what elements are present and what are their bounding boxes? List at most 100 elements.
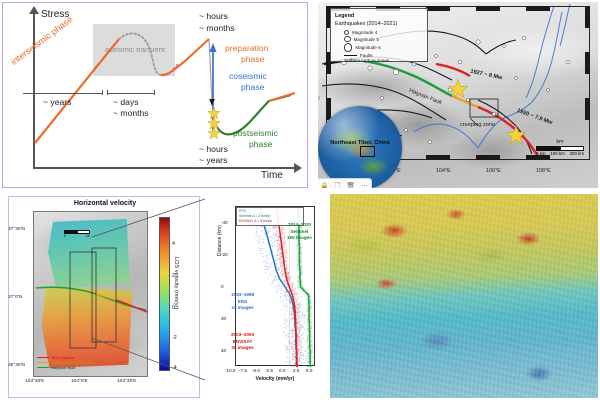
more-icon[interactable]: ⋯ [361,182,369,189]
map-scale-bar: km 0 km 100 km 200 km [536,138,584,156]
magnitude-4-icon [344,29,349,35]
profile-x-label: Velocity (mm/yr) [255,376,295,382]
legend-subtitle: Earthquakes (2014–2021) [335,21,398,28]
c-scale-20: 20 [85,234,90,238]
legend-row-1920: 1920 rupture [37,355,95,360]
magnitude-6-icon [344,43,353,52]
y-tick-20: 20 [221,316,227,321]
y-tick-m20: -20 [221,252,228,257]
c-lon-10330: 103°30'E [25,379,45,384]
fault-line-icon [344,54,357,56]
panel-regional-map: Legend Earthquakes (2014–2021) Magnitude… [318,2,598,188]
legend-creeping-label: Aseismic creeping zone [51,360,96,365]
annotation-ers: 1993–1998 ERS 16 images [231,292,254,312]
insar-velocity-raster [330,194,598,398]
ann-sentinel-years: 2014–2020 [287,222,311,227]
legend-mag6-label: Magnitude 6 [355,45,381,51]
cbar-tick-4: 4 [172,241,175,247]
x-tick-25: 2.5 [293,368,300,373]
ann-ers-images: 16 images [231,305,254,311]
x-tick-m25: -2.5 [265,368,273,373]
top-scale-months: ~ months [199,23,235,33]
legend-line-ers: ERS [239,209,246,213]
annotation-envisat: 2003–2009 ENVISAT 30 images [231,332,254,352]
legend-mag4-label: Magnitude 4 [352,29,378,35]
x-tick-0: 0.0 [279,368,286,373]
postseismic-phase-label-1: postseismic [233,128,278,138]
profile-plot-area [235,206,315,367]
scale-tick-200: 200 km [569,151,584,156]
aseismic-transient-box [93,24,175,76]
rupture-1920-icon [37,356,49,359]
panel-earthquake-cycle: Stress Time aseismic transient [2,2,308,188]
legend-rupture-label: Surface rupture zones [344,57,390,63]
panel-velocity-profile: ERS Sentinel Δ = 2 mm/yr ENVISAT Δ = 5 m… [205,196,335,398]
velocity-map-canvas: 0 20 [33,211,148,377]
y-tick-m40: -40 [221,220,228,225]
lon-tick-104e: 104°E [436,168,451,174]
postseismic-phase-label-2: phase [249,139,273,149]
globe-inset: Northeast Tibet, China [318,106,402,188]
time-axis-label: Time [261,170,283,181]
cbar-tick-0: 0 [172,305,175,311]
lock-icon[interactable]: 🔒 [319,182,329,189]
legend-row-haiyuan: Haiyuan fault [37,365,95,370]
map-frame [326,6,590,160]
lon-tick-106e: 106°E [486,168,501,174]
preparation-phase-label-2: phase [241,54,265,64]
coseismic-phase-label-1: coseismic [229,71,267,81]
legend-fault-label: Faults [360,52,373,58]
creeping-zone-icon [37,361,49,364]
legend-item-mag4: Magnitude 4 [335,29,423,35]
y-tick-40: 40 [221,348,227,353]
c-lon-1040: 104°0'E [71,379,88,384]
slide-toolbar[interactable]: 🔒 🗋 🗑 ⋯ [318,178,372,188]
coseismic-phase-label-2: phase [241,82,265,92]
top-scale-hours: ~ hours [199,11,228,21]
scale-unit-label: km [556,138,564,145]
panel-insar-velocity-field [330,194,598,398]
x-tick-m75: -7.5 [239,368,247,373]
cbar-tick-2: 2 [172,273,175,279]
profile-legend: ERS Sentinel Δ = 2 mm/yr ENVISAT Δ = 5 m… [236,207,304,227]
haiyuan-fault-icon [37,366,49,369]
magnitude-5-icon [344,35,351,43]
x-tick-m10: -10.0 [225,368,236,373]
c-lat-3630: 36°30'N [8,363,25,368]
horizontal-velocity-title: Horizontal velocity [73,200,137,207]
legend-line-sentinel: Sentinel Δ = 2 mm/yr [239,214,271,219]
creeping-zone-label: creeping zone [460,122,496,128]
ann-sentinel-images: 150 images [287,235,312,241]
legend-item-faults: Faults [335,53,423,58]
bottom-scale-years: ~ years [199,155,228,165]
lon-tick-108e: 108°E [536,168,551,174]
insar-texture-overlay [330,194,598,398]
legend-title: Legend [335,13,355,19]
stress-axis-label: Stress [41,9,70,20]
legend-line-envisat: ENVISAT Δ = 5 mm/yr [239,219,273,224]
panel-horizontal-velocity: Horizontal velocity 0 20 [8,196,200,398]
profile-y-label: Distance (km) [217,225,223,256]
velocity-map-legend: 1920 rupture Aseismic creeping zone Haiy… [37,355,95,370]
ann-envisat-images: 30 images [231,345,254,351]
c-lat-370: 37°0'N [8,295,23,300]
ann-envisat-mission: ENVISAT [232,338,253,344]
cbar-tick-m2: -2 [172,335,177,341]
legend-item-mag5: Magnitude 5 [335,35,423,43]
ann-ers-years: 1993–1998 [231,292,254,297]
cbar-tick-m4: -4 [172,365,177,371]
map-legend: Legend Earthquakes (2014–2021) Magnitude… [330,8,428,63]
aseismic-transient-label: aseismic transient [104,45,166,54]
copy-icon[interactable]: 🗋 [334,182,341,189]
cycle-curves [34,32,296,144]
stress-axis [29,6,38,168]
legend-mag5-label: Magnitude 5 [353,36,379,42]
scale-tick-100: 100 km [550,151,565,156]
y-tick-0: 0 [221,284,224,289]
ann-ers-mission: ERS [237,298,248,304]
scale-tick-0: 0 km [536,151,546,156]
trash-icon[interactable]: 🗑 [346,182,356,189]
legend-item-mag6: Magnitude 6 [335,43,423,52]
ann-sentinel-mission: Sentinel [290,228,309,234]
